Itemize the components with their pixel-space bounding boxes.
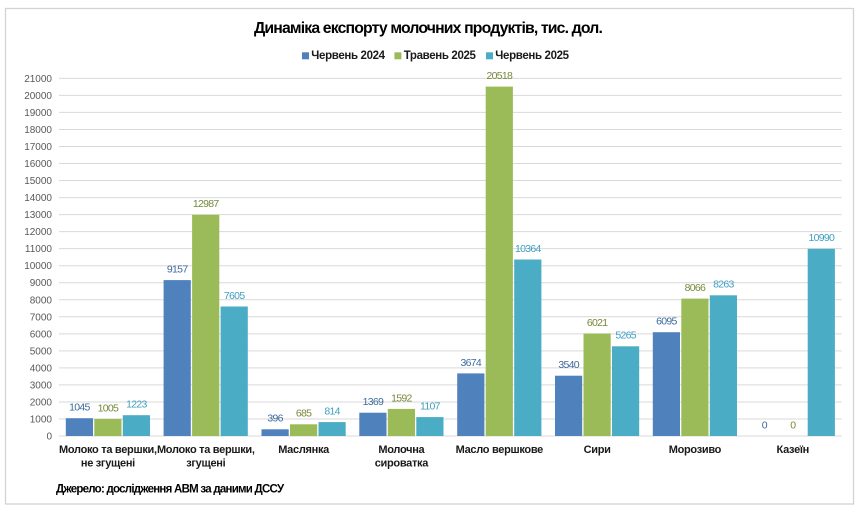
- svg-text:не згущені: не згущені: [81, 458, 135, 470]
- svg-text:13000: 13000: [24, 210, 52, 221]
- svg-text:5265: 5265: [615, 330, 636, 342]
- svg-text:10000: 10000: [24, 261, 52, 272]
- svg-text:8263: 8263: [713, 279, 734, 291]
- svg-text:5000: 5000: [30, 346, 53, 357]
- svg-text:10990: 10990: [808, 232, 835, 244]
- svg-text:814: 814: [324, 406, 340, 418]
- svg-text:20518: 20518: [486, 70, 513, 82]
- svg-text:14000: 14000: [24, 193, 52, 204]
- svg-text:21000: 21000: [24, 74, 52, 85]
- svg-text:сироватка: сироватка: [375, 458, 430, 470]
- svg-text:396: 396: [267, 413, 283, 425]
- svg-text:Молочна: Молочна: [378, 444, 425, 456]
- svg-text:19000: 19000: [24, 108, 52, 119]
- svg-text:17000: 17000: [24, 142, 52, 153]
- svg-text:Маслянка: Маслянка: [278, 444, 330, 456]
- svg-text:1223: 1223: [126, 399, 147, 411]
- svg-text:0: 0: [762, 419, 768, 431]
- svg-text:Червень 2025: Червень 2025: [495, 50, 569, 62]
- svg-text:7605: 7605: [224, 290, 245, 302]
- svg-text:Червень 2024: Червень 2024: [311, 50, 385, 62]
- svg-text:18000: 18000: [24, 125, 52, 136]
- svg-text:Травень 2025: Травень 2025: [404, 50, 477, 62]
- svg-text:6000: 6000: [30, 329, 53, 340]
- svg-text:1000: 1000: [30, 415, 53, 426]
- svg-text:Динаміка експорту молочних про: Динаміка експорту молочних продуктів, ти…: [254, 20, 602, 37]
- svg-text:1005: 1005: [98, 402, 119, 414]
- svg-text:15000: 15000: [24, 176, 52, 187]
- svg-text:3674: 3674: [461, 357, 482, 369]
- svg-text:8066: 8066: [685, 282, 706, 294]
- svg-text:Масло вершкове: Масло вершкове: [456, 444, 544, 456]
- svg-text:685: 685: [296, 408, 312, 420]
- svg-text:1045: 1045: [69, 402, 90, 414]
- svg-text:6095: 6095: [656, 316, 677, 328]
- svg-text:20000: 20000: [24, 91, 52, 102]
- svg-text:8000: 8000: [30, 295, 53, 306]
- svg-text:Джерело: дослідження АВМ за да: Джерело: дослідження АВМ за даними ДССУ: [56, 484, 285, 496]
- svg-text:0: 0: [46, 432, 52, 443]
- svg-text:10364: 10364: [515, 243, 542, 255]
- svg-text:Морозиво: Морозиво: [669, 444, 722, 456]
- svg-text:1107: 1107: [420, 401, 441, 413]
- svg-text:7000: 7000: [30, 312, 53, 323]
- svg-text:Сири: Сири: [584, 444, 611, 456]
- svg-text:1592: 1592: [391, 392, 412, 404]
- svg-text:0: 0: [790, 419, 796, 431]
- svg-text:1369: 1369: [363, 396, 384, 408]
- svg-text:Молоко та вершки,: Молоко та вершки,: [59, 444, 157, 456]
- svg-text:3000: 3000: [30, 380, 53, 391]
- svg-text:11000: 11000: [25, 244, 53, 255]
- svg-text:згущені: згущені: [186, 458, 225, 470]
- svg-text:Казеїн: Казеїн: [777, 444, 809, 456]
- svg-text:9157: 9157: [167, 264, 188, 276]
- svg-text:2000: 2000: [30, 397, 53, 408]
- svg-text:3540: 3540: [558, 359, 579, 371]
- svg-text:4000: 4000: [30, 363, 53, 374]
- svg-text:Молоко та вершки,: Молоко та вершки,: [157, 444, 255, 456]
- svg-text:16000: 16000: [24, 159, 52, 170]
- svg-text:6021: 6021: [587, 317, 608, 329]
- svg-text:12000: 12000: [24, 227, 52, 238]
- svg-text:9000: 9000: [30, 278, 53, 289]
- svg-text:12987: 12987: [193, 198, 220, 210]
